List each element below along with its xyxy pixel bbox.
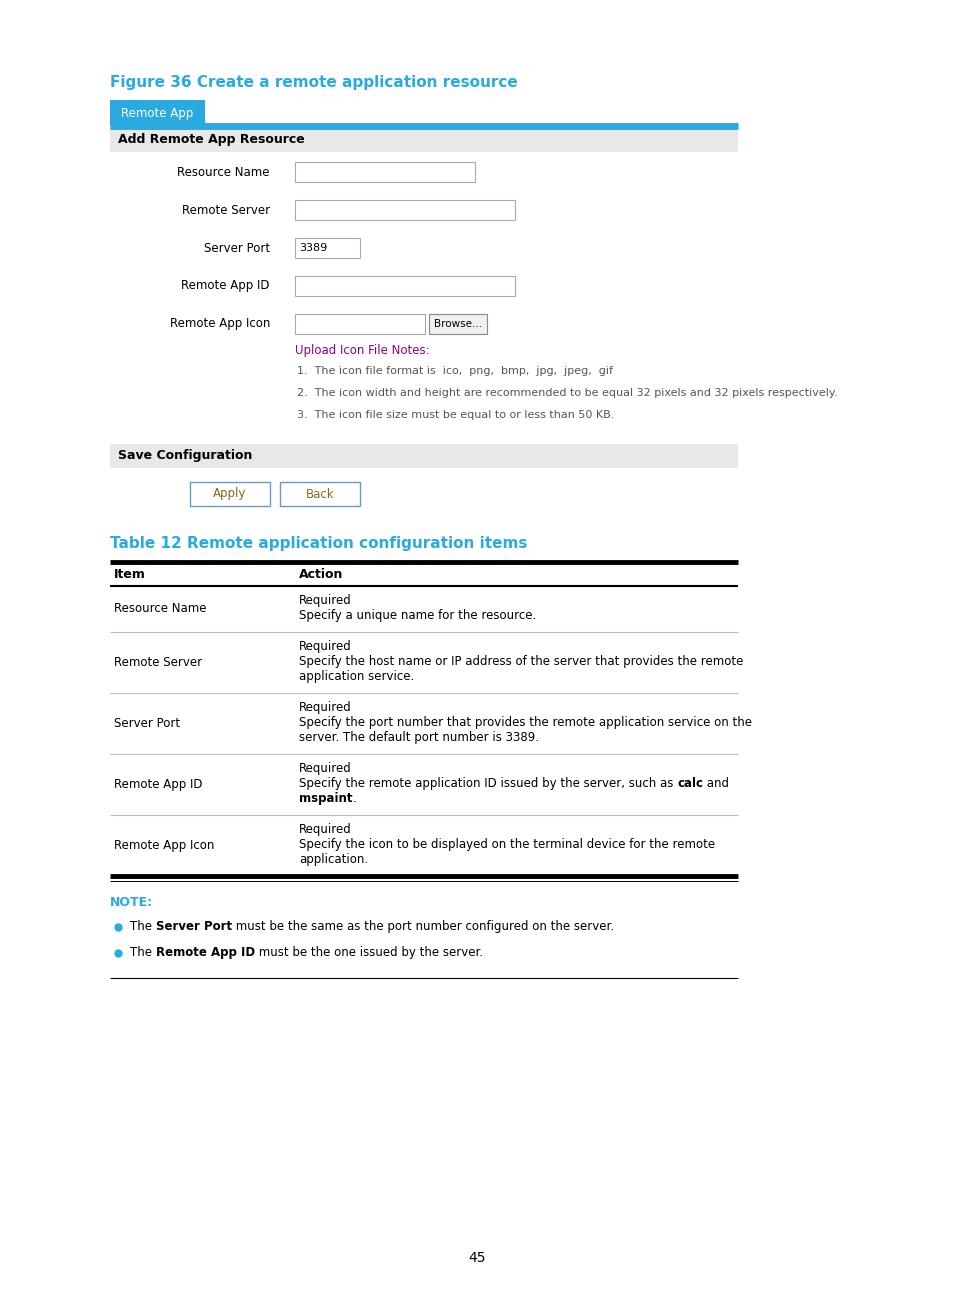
Text: Remote Server: Remote Server [113, 656, 202, 669]
Text: NOTE:: NOTE: [110, 896, 153, 908]
Text: Remote App ID: Remote App ID [181, 280, 270, 293]
Text: server. The default port number is 3389.: server. The default port number is 3389. [298, 731, 538, 744]
Text: must be the one issued by the server.: must be the one issued by the server. [254, 946, 482, 959]
Text: application service.: application service. [298, 670, 414, 683]
Text: Add Remote App Resource: Add Remote App Resource [118, 133, 304, 146]
Text: Server Port: Server Port [204, 241, 270, 254]
Text: The: The [130, 920, 155, 933]
Text: Back: Back [305, 487, 334, 500]
Text: Required: Required [298, 823, 352, 836]
Text: Specify a unique name for the resource.: Specify a unique name for the resource. [298, 609, 536, 622]
Text: Required: Required [298, 640, 352, 653]
Text: Upload Icon File Notes:: Upload Icon File Notes: [294, 343, 429, 356]
Text: Remote App Icon: Remote App Icon [113, 839, 214, 851]
Text: Action: Action [298, 568, 343, 581]
Bar [294, 238, 359, 258]
Text: Server Port: Server Port [113, 717, 180, 730]
Text: Resource Name: Resource Name [177, 166, 270, 179]
Text: 1.  The icon file format is  ico,  png,  bmp,  jpg,  jpeg,  gif: 1. The icon file format is ico, png, bmp… [296, 365, 613, 376]
Text: Remote App ID: Remote App ID [113, 778, 202, 791]
Text: Browse...: Browse... [434, 319, 481, 329]
Text: Specify the remote application ID issued by the server, such as: Specify the remote application ID issued… [298, 778, 677, 791]
Text: Apply: Apply [213, 487, 247, 500]
Bar [294, 162, 475, 181]
Text: calc: calc [677, 778, 702, 791]
Bar [429, 314, 486, 334]
Text: Resource Name: Resource Name [113, 603, 206, 616]
Text: Remote App: Remote App [121, 106, 193, 119]
Text: application.: application. [298, 853, 368, 866]
Bar [280, 482, 359, 505]
Text: 45: 45 [468, 1251, 485, 1265]
Bar [110, 128, 738, 152]
Text: Remote App Icon: Remote App Icon [170, 318, 270, 330]
Text: Remote Server: Remote Server [182, 203, 270, 216]
Text: 3389: 3389 [298, 244, 327, 253]
Text: must be the same as the port number configured on the server.: must be the same as the port number conf… [232, 920, 614, 933]
Text: Specify the port number that provides the remote application service on the: Specify the port number that provides th… [298, 715, 751, 728]
Text: 3.  The icon file size must be equal to or less than 50 KB.: 3. The icon file size must be equal to o… [296, 410, 614, 420]
Bar [294, 314, 424, 334]
Text: 2.  The icon width and height are recommended to be equal 32 pixels and 32 pixel: 2. The icon width and height are recomme… [296, 388, 837, 398]
Bar [294, 200, 515, 220]
Text: Save Configuration: Save Configuration [118, 450, 253, 463]
Bar [110, 100, 205, 126]
Text: mspaint: mspaint [298, 792, 352, 805]
Text: Server Port: Server Port [155, 920, 232, 933]
Bar [190, 482, 270, 505]
Text: Required: Required [298, 594, 352, 607]
Text: Remote App ID: Remote App ID [155, 946, 254, 959]
Text: Figure 36 Create a remote application resource: Figure 36 Create a remote application re… [110, 75, 517, 89]
Text: Item: Item [113, 568, 146, 581]
Text: Required: Required [298, 762, 352, 775]
Bar [294, 276, 515, 295]
Text: .: . [352, 792, 355, 805]
Text: Specify the host name or IP address of the server that provides the remote: Specify the host name or IP address of t… [298, 654, 742, 667]
Text: The: The [130, 946, 155, 959]
Text: and: and [702, 778, 728, 791]
Text: Specify the icon to be displayed on the terminal device for the remote: Specify the icon to be displayed on the … [298, 839, 715, 851]
Bar [110, 445, 738, 468]
Text: Required: Required [298, 701, 352, 714]
Text: Table 12 Remote application configuration items: Table 12 Remote application configuratio… [110, 537, 527, 551]
